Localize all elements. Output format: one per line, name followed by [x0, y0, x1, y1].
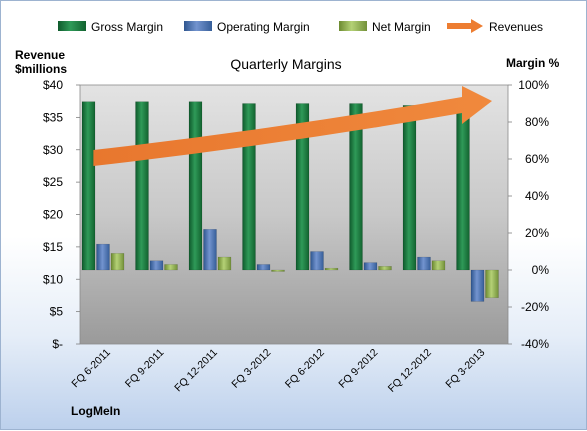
bar-operating-margin	[310, 251, 324, 271]
left-tick-label: $-	[52, 337, 63, 351]
bars-group	[81, 101, 499, 302]
x-tick-label: FQ 12-2012	[386, 347, 434, 395]
bar-net-margin	[431, 260, 446, 271]
legend: Gross Margin Operating Margin Net Margin…	[58, 19, 543, 34]
left-tick-label: $5	[50, 305, 64, 319]
left-tick-label: $35	[43, 110, 63, 124]
bar-net-margin	[217, 256, 232, 271]
x-axis: FQ 6-2011 FQ 9-2011 FQ 12-2011 FQ 3-2012 FQ …	[69, 347, 487, 395]
x-tick-label: FQ 6-2011	[69, 347, 113, 391]
bar-gross-margin	[81, 101, 96, 271]
bar-net-margin	[378, 266, 392, 271]
x-tick-label: FQ 12-2011	[172, 347, 220, 395]
left-tick-label: $25	[43, 175, 63, 189]
legend-label-operating: Operating Margin	[217, 20, 310, 34]
legend-swatch-net	[339, 21, 367, 31]
right-axis-label: Margin %	[506, 56, 560, 70]
x-tick-label: FQ 3-2012	[229, 347, 273, 391]
company-footer: LogMeIn	[71, 404, 120, 418]
bar-net-margin	[110, 253, 125, 271]
x-tick-label: FQ 6-2012	[283, 347, 327, 391]
right-tick-label: 80%	[525, 115, 549, 129]
bar-operating-margin	[470, 269, 485, 302]
left-tick-label: $40	[43, 78, 63, 92]
bar-gross-margin	[242, 103, 256, 271]
bar-operating-margin	[417, 256, 431, 271]
bar-net-margin	[324, 267, 339, 271]
bar-operating-margin	[149, 260, 164, 271]
legend-label-gross: Gross Margin	[91, 20, 163, 34]
right-tick-label: 0%	[532, 263, 550, 277]
left-axis: $- $5 $10 $15 $20 $25 $30 $35 $40	[43, 78, 80, 351]
x-tick-label: FQ 9-2012	[336, 347, 380, 391]
legend-swatch-revenues	[447, 19, 483, 33]
right-tick-label: -20%	[521, 300, 549, 314]
revenues-trend-arrow	[93, 86, 492, 166]
legend-label-net: Net Margin	[372, 20, 431, 34]
right-tick-label: 60%	[525, 152, 549, 166]
legend-swatch-gross	[58, 21, 86, 31]
bar-operating-margin	[256, 264, 271, 271]
left-axis-label-line2: $millions	[15, 62, 67, 76]
left-axis-label-line1: Revenue	[15, 48, 65, 62]
legend-swatch-operating	[184, 21, 212, 31]
bar-net-margin	[485, 269, 499, 298]
chart-title: Quarterly Margins	[230, 56, 341, 72]
bar-operating-margin	[96, 243, 110, 271]
x-tick-label: FQ 3-2013	[443, 347, 487, 391]
bar-net-margin	[271, 269, 285, 272]
bar-operating-margin	[363, 262, 378, 271]
x-tick-label: FQ 9-2011	[123, 347, 167, 391]
left-tick-label: $30	[43, 143, 63, 157]
bar-gross-margin	[349, 103, 363, 271]
right-tick-label: 20%	[525, 226, 549, 240]
right-tick-label: 40%	[525, 189, 549, 203]
right-tick-label: -40%	[521, 337, 549, 351]
bar-gross-margin	[135, 101, 149, 271]
left-tick-label: $20	[43, 208, 63, 222]
bar-net-margin	[164, 264, 178, 271]
left-tick-label: $10	[43, 272, 63, 286]
bar-gross-margin	[295, 103, 310, 271]
right-tick-label: 100%	[518, 78, 549, 92]
left-tick-label: $15	[43, 240, 63, 254]
bar-gross-margin	[188, 101, 203, 271]
bar-gross-margin	[456, 105, 470, 271]
bar-gross-margin	[402, 105, 417, 271]
right-axis: -40% -20% 0% 20% 40% 60% 80% 100%	[508, 78, 549, 351]
legend-label-revenues: Revenues	[489, 20, 543, 34]
bar-operating-margin	[203, 229, 217, 271]
